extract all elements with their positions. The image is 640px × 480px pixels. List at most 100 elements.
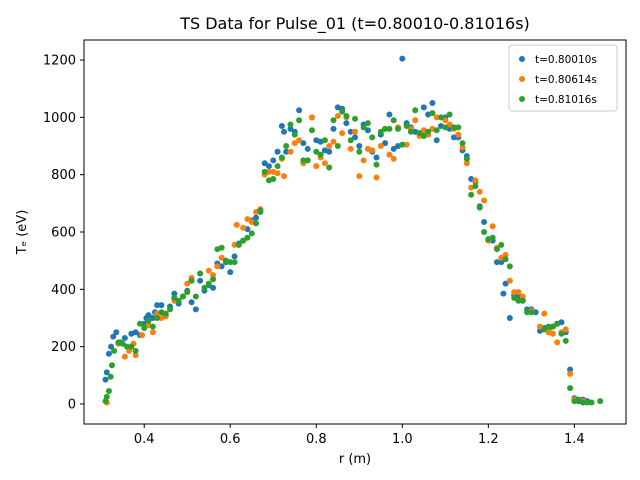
- data-point-series-0-52: [304, 145, 311, 152]
- data-point-series-2-34: [235, 241, 242, 248]
- data-point-series-1-48: [352, 128, 358, 135]
- data-point-series-0-24: [188, 299, 195, 306]
- data-point-series-0-51: [300, 140, 307, 147]
- data-point-series-2-2: [105, 388, 112, 395]
- data-point-series-2-71: [395, 125, 402, 132]
- data-point-series-2-73: [403, 122, 410, 129]
- data-point-series-2-18: [167, 306, 174, 313]
- data-point-series-0-82: [433, 137, 440, 144]
- data-point-series-1-52: [369, 147, 376, 154]
- data-point-series-0-7: [121, 335, 128, 342]
- data-point-series-2-36: [244, 234, 251, 241]
- data-point-series-1-35: [296, 137, 303, 144]
- y-tick-label: 600: [51, 226, 76, 241]
- y-axis-label: Tₑ (eV): [15, 210, 30, 256]
- data-point-series-2-19: [171, 294, 178, 301]
- data-point-series-0-13: [145, 312, 152, 319]
- data-point-series-0-71: [386, 111, 393, 118]
- data-point-series-2-15: [154, 314, 161, 321]
- data-point-series-1-94: [567, 370, 574, 377]
- data-point-series-0-17: [158, 302, 165, 309]
- data-point-series-1-28: [265, 168, 272, 175]
- y-tick-label: 200: [51, 340, 76, 355]
- data-point-series-2-42: [270, 175, 277, 182]
- data-point-series-1-38: [308, 114, 315, 121]
- data-point-series-0-61: [343, 120, 350, 127]
- data-point-series-2-7: [119, 340, 126, 347]
- data-point-series-2-102: [528, 309, 535, 316]
- data-point-series-2-100: [519, 297, 526, 304]
- data-point-series-2-17: [162, 310, 169, 317]
- data-point-series-1-54: [377, 143, 384, 150]
- data-point-series-1-8: [149, 329, 156, 336]
- data-point-series-1-18: [214, 263, 221, 270]
- legend-marker: [519, 56, 525, 62]
- data-point-series-0-3: [108, 343, 115, 350]
- data-point-series-0-79: [420, 104, 427, 111]
- data-point-series-2-10: [132, 347, 139, 354]
- data-point-series-2-44: [278, 154, 285, 161]
- data-point-series-2-109: [567, 385, 574, 392]
- x-tick-label: 0.8: [306, 432, 327, 447]
- data-point-series-0-98: [500, 290, 507, 297]
- x-axis: 0.4 0.6 0.8 1.0 1.2 1.4: [134, 424, 585, 447]
- x-axis-label: r (m): [339, 452, 371, 467]
- data-point-series-2-20: [175, 297, 182, 304]
- data-point-series-1-39: [313, 163, 320, 170]
- data-point-series-2-8: [124, 343, 131, 350]
- data-point-series-0-9: [132, 329, 139, 336]
- data-point-series-1-57: [390, 155, 397, 162]
- data-point-series-2-82: [442, 124, 449, 131]
- data-point-series-1-67: [442, 117, 449, 124]
- data-point-series-0-93: [481, 218, 488, 225]
- data-point-series-2-21: [179, 293, 186, 300]
- data-point-series-0-72: [390, 145, 397, 152]
- data-point-series-2-25: [197, 270, 204, 277]
- data-point-series-2-26: [201, 284, 208, 291]
- data-point-series-2-33: [231, 259, 238, 266]
- data-point-series-0-46: [281, 128, 288, 135]
- data-point-series-0-74: [399, 55, 406, 62]
- data-point-series-0-81: [429, 100, 436, 107]
- data-point-series-1-2: [121, 353, 128, 360]
- data-point-series-0-96: [493, 259, 500, 266]
- data-point-series-2-86: [459, 140, 466, 147]
- legend-entry: t=0.80010s: [535, 54, 597, 66]
- data-point-series-2-37: [248, 230, 255, 237]
- data-point-series-2-46: [287, 121, 294, 128]
- data-point-series-0-45: [278, 122, 285, 129]
- data-point-series-2-51: [308, 127, 315, 134]
- legend-marker: [519, 96, 525, 102]
- data-point-series-1-78: [489, 223, 496, 230]
- legend-entry: t=0.81016s: [535, 94, 597, 106]
- data-point-series-1-88: [541, 310, 548, 317]
- data-point-series-2-81: [438, 114, 445, 121]
- data-point-series-2-103: [541, 326, 548, 333]
- data-point-series-2-3: [107, 373, 114, 380]
- data-point-series-2-1: [103, 393, 110, 400]
- data-point-series-0-97: [498, 259, 505, 266]
- data-point-series-2-114: [588, 399, 595, 406]
- data-point-series-2-88: [468, 191, 475, 198]
- data-point-series-2-53: [317, 151, 324, 158]
- data-point-series-1-84: [515, 289, 522, 296]
- data-point-series-1-22: [240, 224, 247, 231]
- data-point-series-1-21: [233, 221, 240, 228]
- data-point-series-2-78: [425, 128, 432, 135]
- data-point-series-1-87: [536, 323, 543, 330]
- data-point-series-2-101: [524, 309, 531, 316]
- data-point-series-1-61: [412, 117, 419, 124]
- data-point-series-2-72: [399, 141, 406, 148]
- data-point-series-2-98: [511, 294, 518, 301]
- data-point-series-1-6: [139, 332, 146, 339]
- data-point-series-1-17: [210, 271, 217, 278]
- data-point-series-2-12: [141, 325, 148, 331]
- data-point-series-2-63: [360, 124, 367, 131]
- data-point-series-2-96: [502, 256, 509, 263]
- data-point-series-1-53: [373, 174, 380, 181]
- data-point-series-2-23: [188, 277, 195, 284]
- data-point-series-2-105: [549, 323, 556, 330]
- data-point-series-2-106: [554, 320, 561, 327]
- data-point-series-0-70: [382, 140, 389, 147]
- data-point-series-2-30: [218, 244, 225, 251]
